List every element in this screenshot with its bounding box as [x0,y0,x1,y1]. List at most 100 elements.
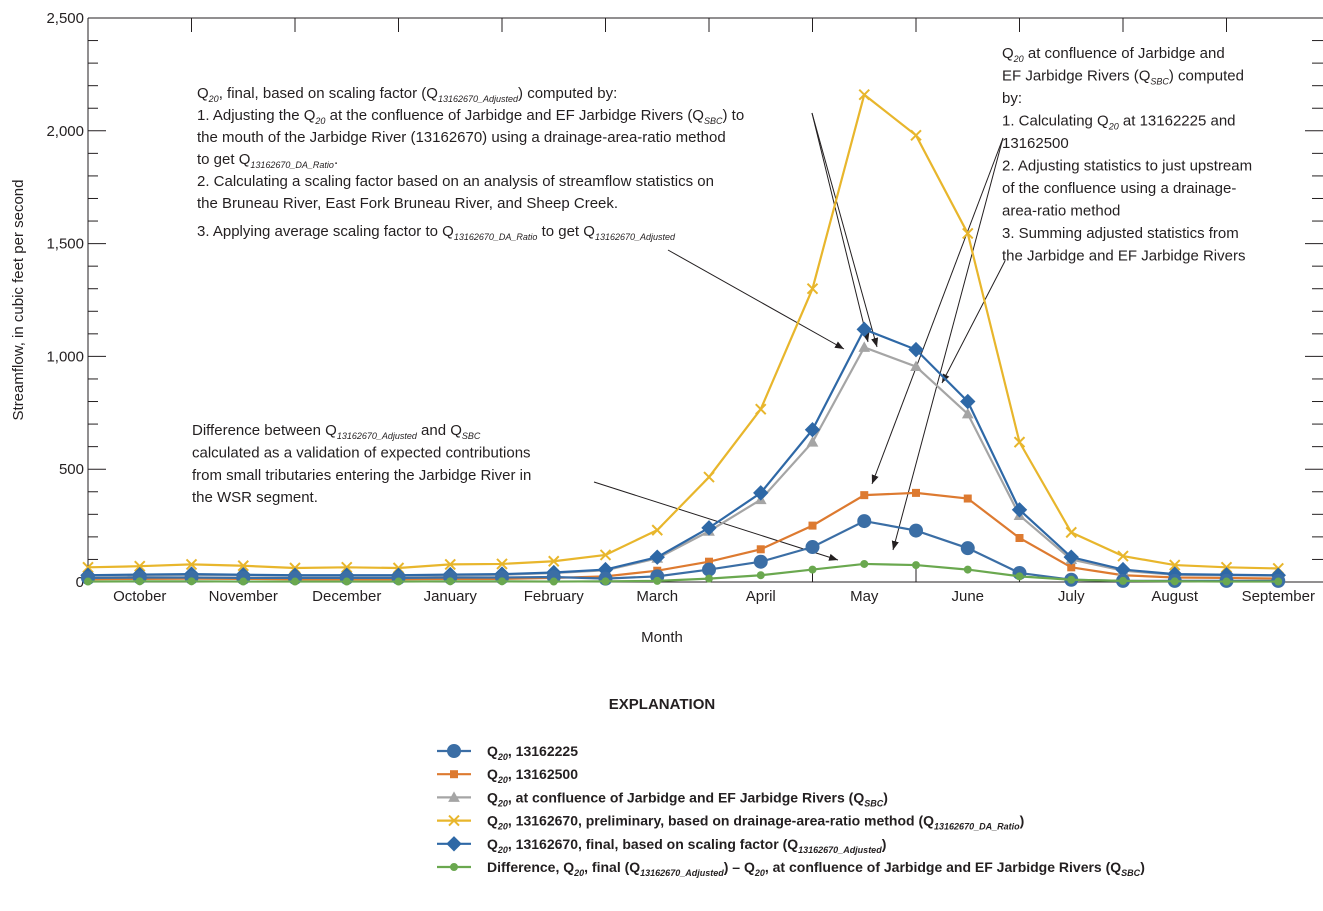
marker [498,577,506,586]
annotation-line: to get Q13162670_DA_Ratio. [197,151,338,170]
text-run: Difference, Q [487,859,574,875]
text-run: 2. Adjusting statistics to just upstream [1002,158,1252,175]
marker [912,561,920,570]
marker [960,541,975,556]
x-tick-label: April [746,588,776,605]
x-tick-label: October [113,588,166,605]
marker [753,485,769,501]
annotation-line: calculated as a validation of expected c… [192,444,531,461]
marker [808,521,817,530]
legend-title: EXPLANATION [609,696,715,713]
subscript: 13162670_Adjusted [337,431,418,441]
marker [960,393,976,410]
series-line [87,327,1279,577]
subscript: 20 [573,868,584,878]
marker [806,283,819,295]
marker [1013,436,1026,448]
annotation-line: 1. Calculating Q20 at 13162225 and [1002,113,1236,132]
text-run: , 13162225 [508,743,578,759]
x-tick-label: July [1058,588,1085,605]
marker [1117,550,1129,562]
marker [1015,534,1024,543]
marker [185,558,198,571]
y-tick-label: 2,500 [46,10,84,27]
marker [394,577,403,586]
annotation-line: 2. Adjusting statistics to just upstream [1002,158,1252,175]
text-run: 1. Adjusting the Q [197,107,315,124]
text-run: 3. Applying average scaling factor to Q [197,223,454,240]
subscript: SBC [462,431,481,441]
text-run: , final (Q [584,859,640,875]
marker [548,555,560,567]
annotation-line: 13162500 [1002,135,1069,152]
text-run: ) [883,789,888,805]
annotation-line: the Jarbidge and EF Jarbidge Rivers [1002,248,1245,265]
text-run: Q [487,766,498,782]
marker [448,814,460,827]
annotation-line: Q20, final, based on scaling factor (Q13… [197,85,617,104]
marker [858,341,871,352]
series-line [87,562,1279,583]
marker [84,577,92,586]
marker [239,577,248,586]
x-tick-label: August [1151,588,1199,605]
legend-label: Q20, at confluence of Jarbidge and EF Ja… [487,789,888,808]
text-run: , 13162670, final, based on scaling fact… [508,836,798,852]
text-run: the Jarbidge and EF Jarbidge Rivers [1002,248,1245,265]
marker [448,791,460,802]
text-run: 2. Calculating a scaling factor based on… [197,173,714,190]
marker [963,565,972,574]
text-run: 1. Calculating Q [1002,113,1109,130]
text-run: , at confluence of Jarbidge and EF Jarbi… [508,789,864,805]
marker [756,545,765,554]
text-run: ) computed by: [518,85,617,102]
y-axis-title: Streamflow, in cubic feet per second [10,180,27,421]
text-run: , at confluence of Jarbidge and EF Jarbi… [765,859,1121,875]
marker [187,577,196,586]
annotation-line: from small tributaries entering the Jarb… [192,467,531,484]
arrows [593,112,1006,561]
marker [450,863,458,871]
subscript: SBC [1121,868,1141,878]
x-tick-label: June [951,588,984,605]
marker [1222,577,1231,586]
text-run: the mouth of the Jarbidge River (1316267… [197,129,726,146]
subscript: 13162670_Adjusted [798,845,882,855]
marker [908,341,924,358]
marker [858,88,870,101]
x-tick-label: November [209,588,278,605]
marker [963,494,972,503]
y-tick-label: 1,500 [46,236,84,253]
marker [450,770,458,779]
text-run: 3. Summing adjusted statistics from [1002,225,1239,242]
marker [961,407,974,419]
marker [135,577,144,586]
x-tick-label: December [312,588,381,605]
text-run: Difference between Q [192,422,337,439]
subscript: 13162670_DA_Ratio [454,232,538,242]
subscript: 13162670_Adjusted [438,94,519,104]
text-run: Q [487,836,498,852]
y-tick-label: 500 [59,461,84,478]
text-run: . [334,151,338,168]
subscript: 20 [497,798,508,808]
annotation-line: EF Jarbidge Rivers (QSBC) computed [1002,68,1244,87]
annotation-line: 3. Summing adjusted statistics from [1002,225,1239,242]
subscript: SBC [704,116,723,126]
text-run: the WSR segment. [192,489,318,506]
marker [446,836,462,852]
subscript: SBC [864,798,884,808]
y-tick-label: 0 [76,574,84,591]
marker [1065,526,1077,539]
text-run: area-ratio method [1002,203,1120,220]
marker [962,227,974,240]
text-run: ) [882,836,887,852]
text-run: , 13162500 [508,766,578,782]
text-run: from small tributaries entering the Jarb… [192,467,531,484]
annotation-line: 3. Applying average scaling factor to Q1… [197,223,676,242]
annotation-line: Difference between Q13162670_Adjusted an… [192,422,481,441]
legend-label: Q20, 13162670, preliminary, based on dra… [487,813,1024,832]
text-run: Q [487,789,498,805]
marker [805,540,820,555]
legend-label: Q20, 13162225 [487,743,578,762]
